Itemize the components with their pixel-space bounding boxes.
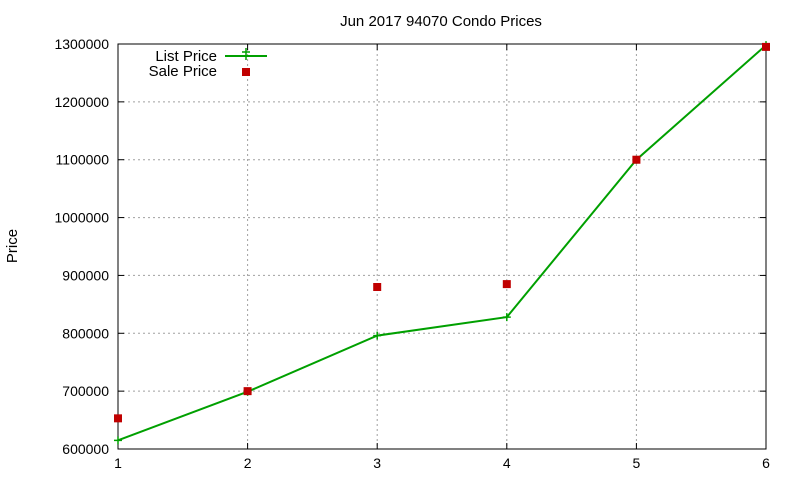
y-tick-label: 1100000 (56, 152, 110, 168)
sale-price-point (114, 414, 122, 423)
y-tick-label: 1300000 (54, 36, 109, 52)
tick-labels: 1 2 3 4 5 6 600000 700000 800000 900000 1000000 110… (54, 36, 770, 471)
y-tick-label: 600000 (62, 441, 109, 457)
y-tick-label: 800000 (62, 325, 109, 341)
sale-price-point (632, 155, 641, 164)
sale-price-point (502, 280, 511, 289)
x-tick-label: 6 (762, 455, 770, 471)
grid (118, 44, 766, 449)
y-tick-label: 900000 (62, 267, 109, 283)
chart-title: Jun 2017 94070 Condo Prices (340, 13, 542, 30)
x-tick-label: 4 (503, 455, 511, 471)
x-tick-label: 2 (244, 455, 252, 471)
legend-label-sale-price: Sale Price (149, 63, 217, 80)
legend-label-list-price: List Price (155, 48, 217, 65)
y-tick-label: 1200000 (54, 94, 109, 110)
y-tick-label: 1000000 (54, 210, 109, 226)
y-axis-label: Price (4, 229, 21, 263)
x-tick-label: 1 (114, 455, 122, 471)
sale-price-point (243, 387, 252, 396)
sale-price-point (762, 42, 770, 51)
plot-border (117, 43, 767, 450)
x-tick-label: 5 (633, 455, 641, 471)
legend-marker-sale-price (242, 68, 250, 76)
list-price-point (373, 331, 382, 340)
list-price-point (114, 436, 122, 445)
list-price-point (502, 313, 511, 322)
plot-area (114, 41, 770, 445)
sale-price-point (373, 283, 382, 291)
list-price-line (117, 44, 767, 442)
legend: List Price Sale Price (149, 48, 267, 80)
legend-marker-list-price (242, 48, 250, 60)
y-tick-label: 700000 (62, 383, 109, 399)
x-tick-label: 3 (373, 455, 381, 471)
